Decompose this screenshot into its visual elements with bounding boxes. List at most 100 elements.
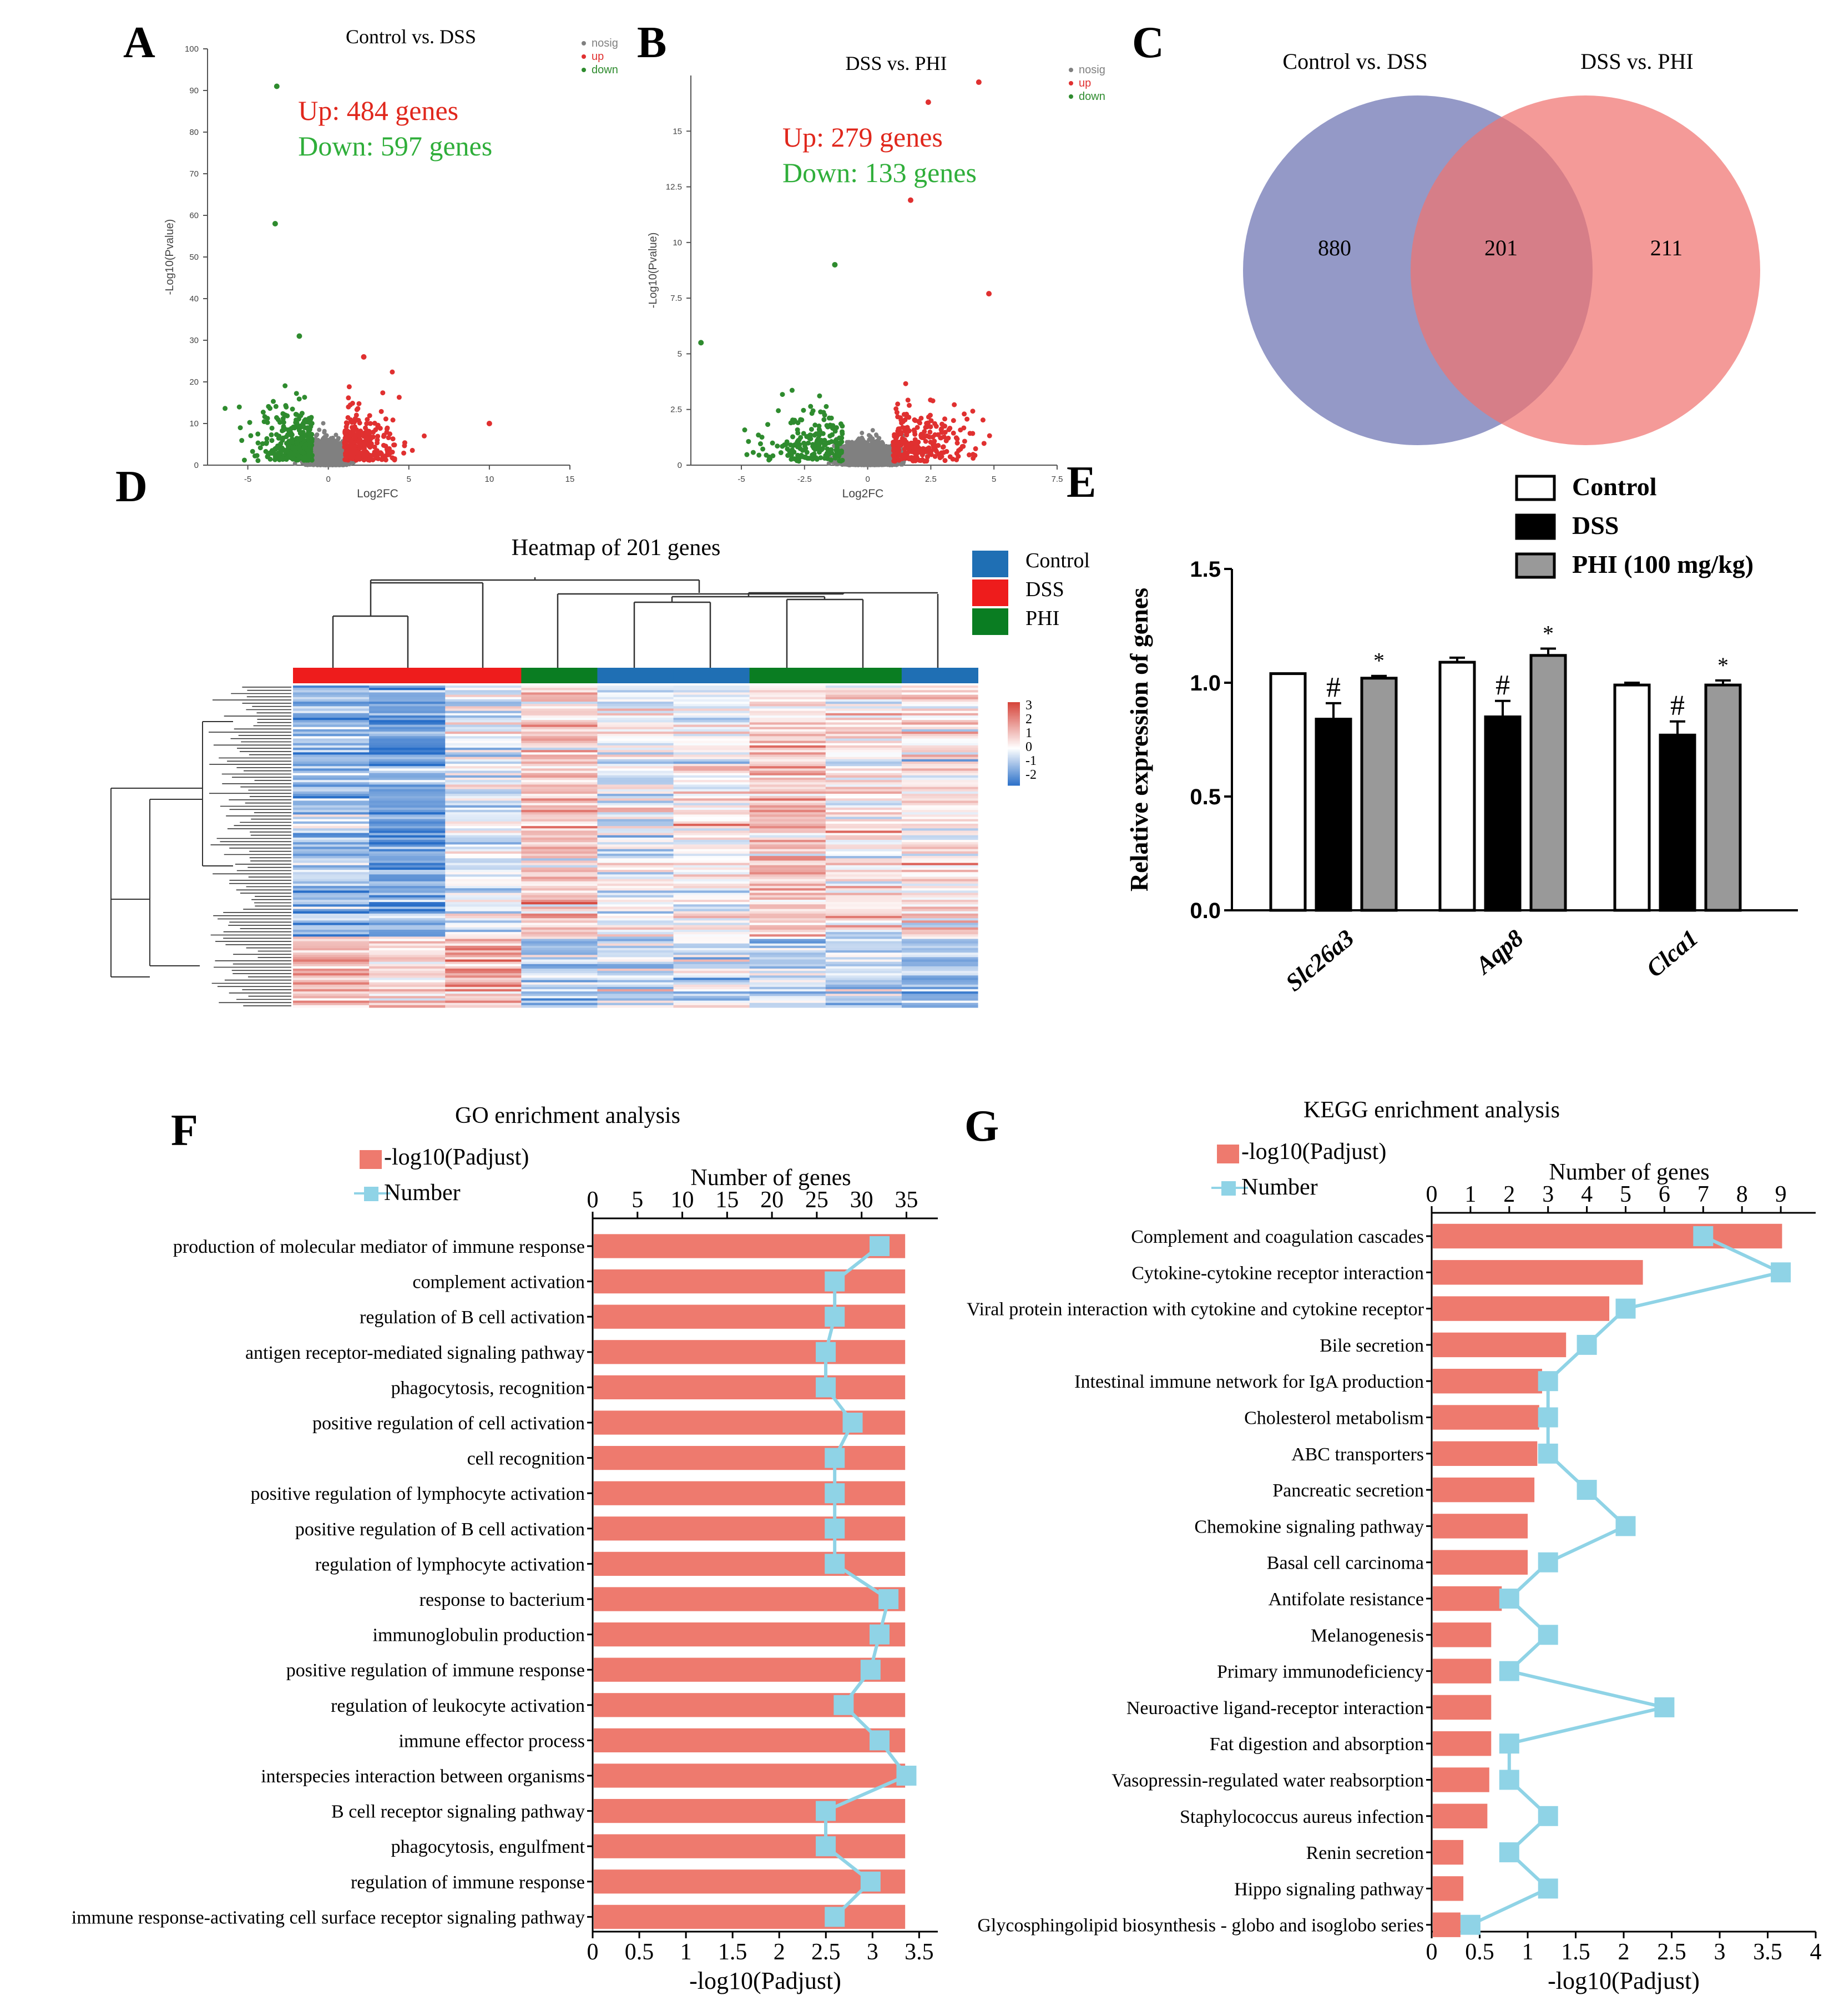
point-up — [351, 455, 356, 460]
point-up — [349, 425, 355, 430]
column-group-bar — [521, 668, 598, 683]
point-down — [837, 441, 843, 446]
heatmap-cell — [597, 759, 674, 762]
heatmap-cell — [825, 690, 902, 693]
point-nosig — [883, 450, 888, 455]
heatmap-cell — [293, 729, 370, 732]
point-down — [303, 442, 309, 447]
heatmap-cell — [445, 727, 522, 730]
point-up — [390, 369, 395, 375]
heatmap-cell — [749, 722, 826, 725]
heatmap-cell — [369, 690, 446, 693]
heatmap-cell — [369, 761, 446, 764]
heatmap-cell — [749, 754, 826, 758]
point-down — [791, 420, 796, 425]
point-up — [943, 438, 949, 443]
point-up — [952, 402, 957, 407]
point-down — [281, 425, 286, 431]
point-up — [422, 433, 427, 439]
heatmap-cell — [749, 706, 826, 709]
heatmap-cell — [597, 750, 674, 753]
heatmap-cell — [369, 754, 446, 758]
heatmap-cell — [673, 697, 750, 700]
heatmap-cell — [293, 715, 370, 718]
point-up — [355, 455, 360, 461]
point-up — [951, 418, 956, 424]
point-up — [967, 452, 972, 458]
point-up — [390, 450, 395, 455]
heatmap-cell — [901, 732, 978, 734]
point-nosig — [321, 421, 326, 426]
point-up — [916, 439, 921, 445]
column-group-bar — [293, 668, 370, 683]
heatmap-cell — [901, 720, 978, 723]
heatmap-cell — [901, 727, 978, 730]
heatmap-cell — [369, 713, 446, 716]
point-up — [987, 433, 992, 439]
point-up — [361, 354, 367, 360]
point-down — [750, 450, 756, 455]
point-nosig — [878, 461, 883, 466]
heatmap-cell — [445, 761, 522, 764]
point-down — [810, 452, 815, 458]
point-up — [947, 454, 953, 460]
heatmap-cell — [445, 764, 522, 767]
point-up — [348, 430, 353, 435]
heatmap-cell — [825, 708, 902, 712]
point-up — [918, 450, 923, 455]
point-down — [275, 450, 281, 456]
heatmap-cell — [597, 710, 674, 714]
heatmap-cell — [901, 699, 978, 702]
point-down — [770, 453, 776, 458]
panel-label-d: D — [115, 462, 148, 511]
heatmap-cell — [597, 729, 674, 732]
point-nosig — [336, 437, 341, 442]
heatmap-cell — [445, 732, 522, 734]
point-down — [265, 453, 270, 459]
column-dendrogram — [332, 577, 939, 668]
heatmap-cell — [293, 722, 370, 725]
heatmap-cell — [445, 775, 522, 778]
point-up — [910, 441, 915, 446]
heatmap-cell — [293, 702, 370, 704]
heatmap-cell — [293, 706, 370, 709]
venn-set-label-left: Control vs. DSS — [1282, 49, 1427, 74]
heatmap-cell — [673, 710, 750, 714]
heatmap-cell — [597, 736, 674, 739]
point-down — [290, 406, 295, 412]
point-nosig — [856, 436, 861, 441]
point-up — [377, 426, 383, 431]
heatmap-cell — [293, 768, 370, 772]
y-tick-label: 7.5 — [670, 294, 682, 303]
point-nosig — [853, 440, 858, 445]
heatmap-cell — [749, 752, 826, 755]
heatmap-cell — [901, 764, 978, 767]
heatmap-cell — [673, 752, 750, 755]
heatmap-cell — [597, 770, 674, 774]
heatmap-cell — [825, 713, 902, 716]
point-down — [806, 456, 812, 461]
point-down — [832, 439, 838, 445]
point-down — [282, 448, 288, 454]
point-nosig — [874, 432, 879, 437]
point-up — [923, 425, 928, 430]
point-down — [837, 449, 843, 455]
point-down — [302, 454, 307, 460]
heatmap-cell — [597, 686, 674, 688]
heatmap-cell — [749, 729, 826, 732]
y-tick-label: 30 — [189, 336, 199, 345]
heatmap-cell — [749, 732, 826, 734]
point-up — [981, 441, 987, 446]
heatmap-cell — [825, 704, 902, 707]
heatmap-cell — [825, 720, 902, 723]
heatmap-cell — [293, 757, 370, 760]
heatmap-cell — [597, 738, 674, 742]
point-up — [928, 424, 933, 430]
point-up — [353, 427, 359, 432]
point-down — [291, 424, 296, 430]
heatmap-cell — [445, 736, 522, 739]
heatmap-cell — [293, 686, 370, 688]
point-down — [257, 445, 263, 451]
heatmap-cell — [749, 775, 826, 778]
heatmap-cell — [901, 690, 978, 693]
